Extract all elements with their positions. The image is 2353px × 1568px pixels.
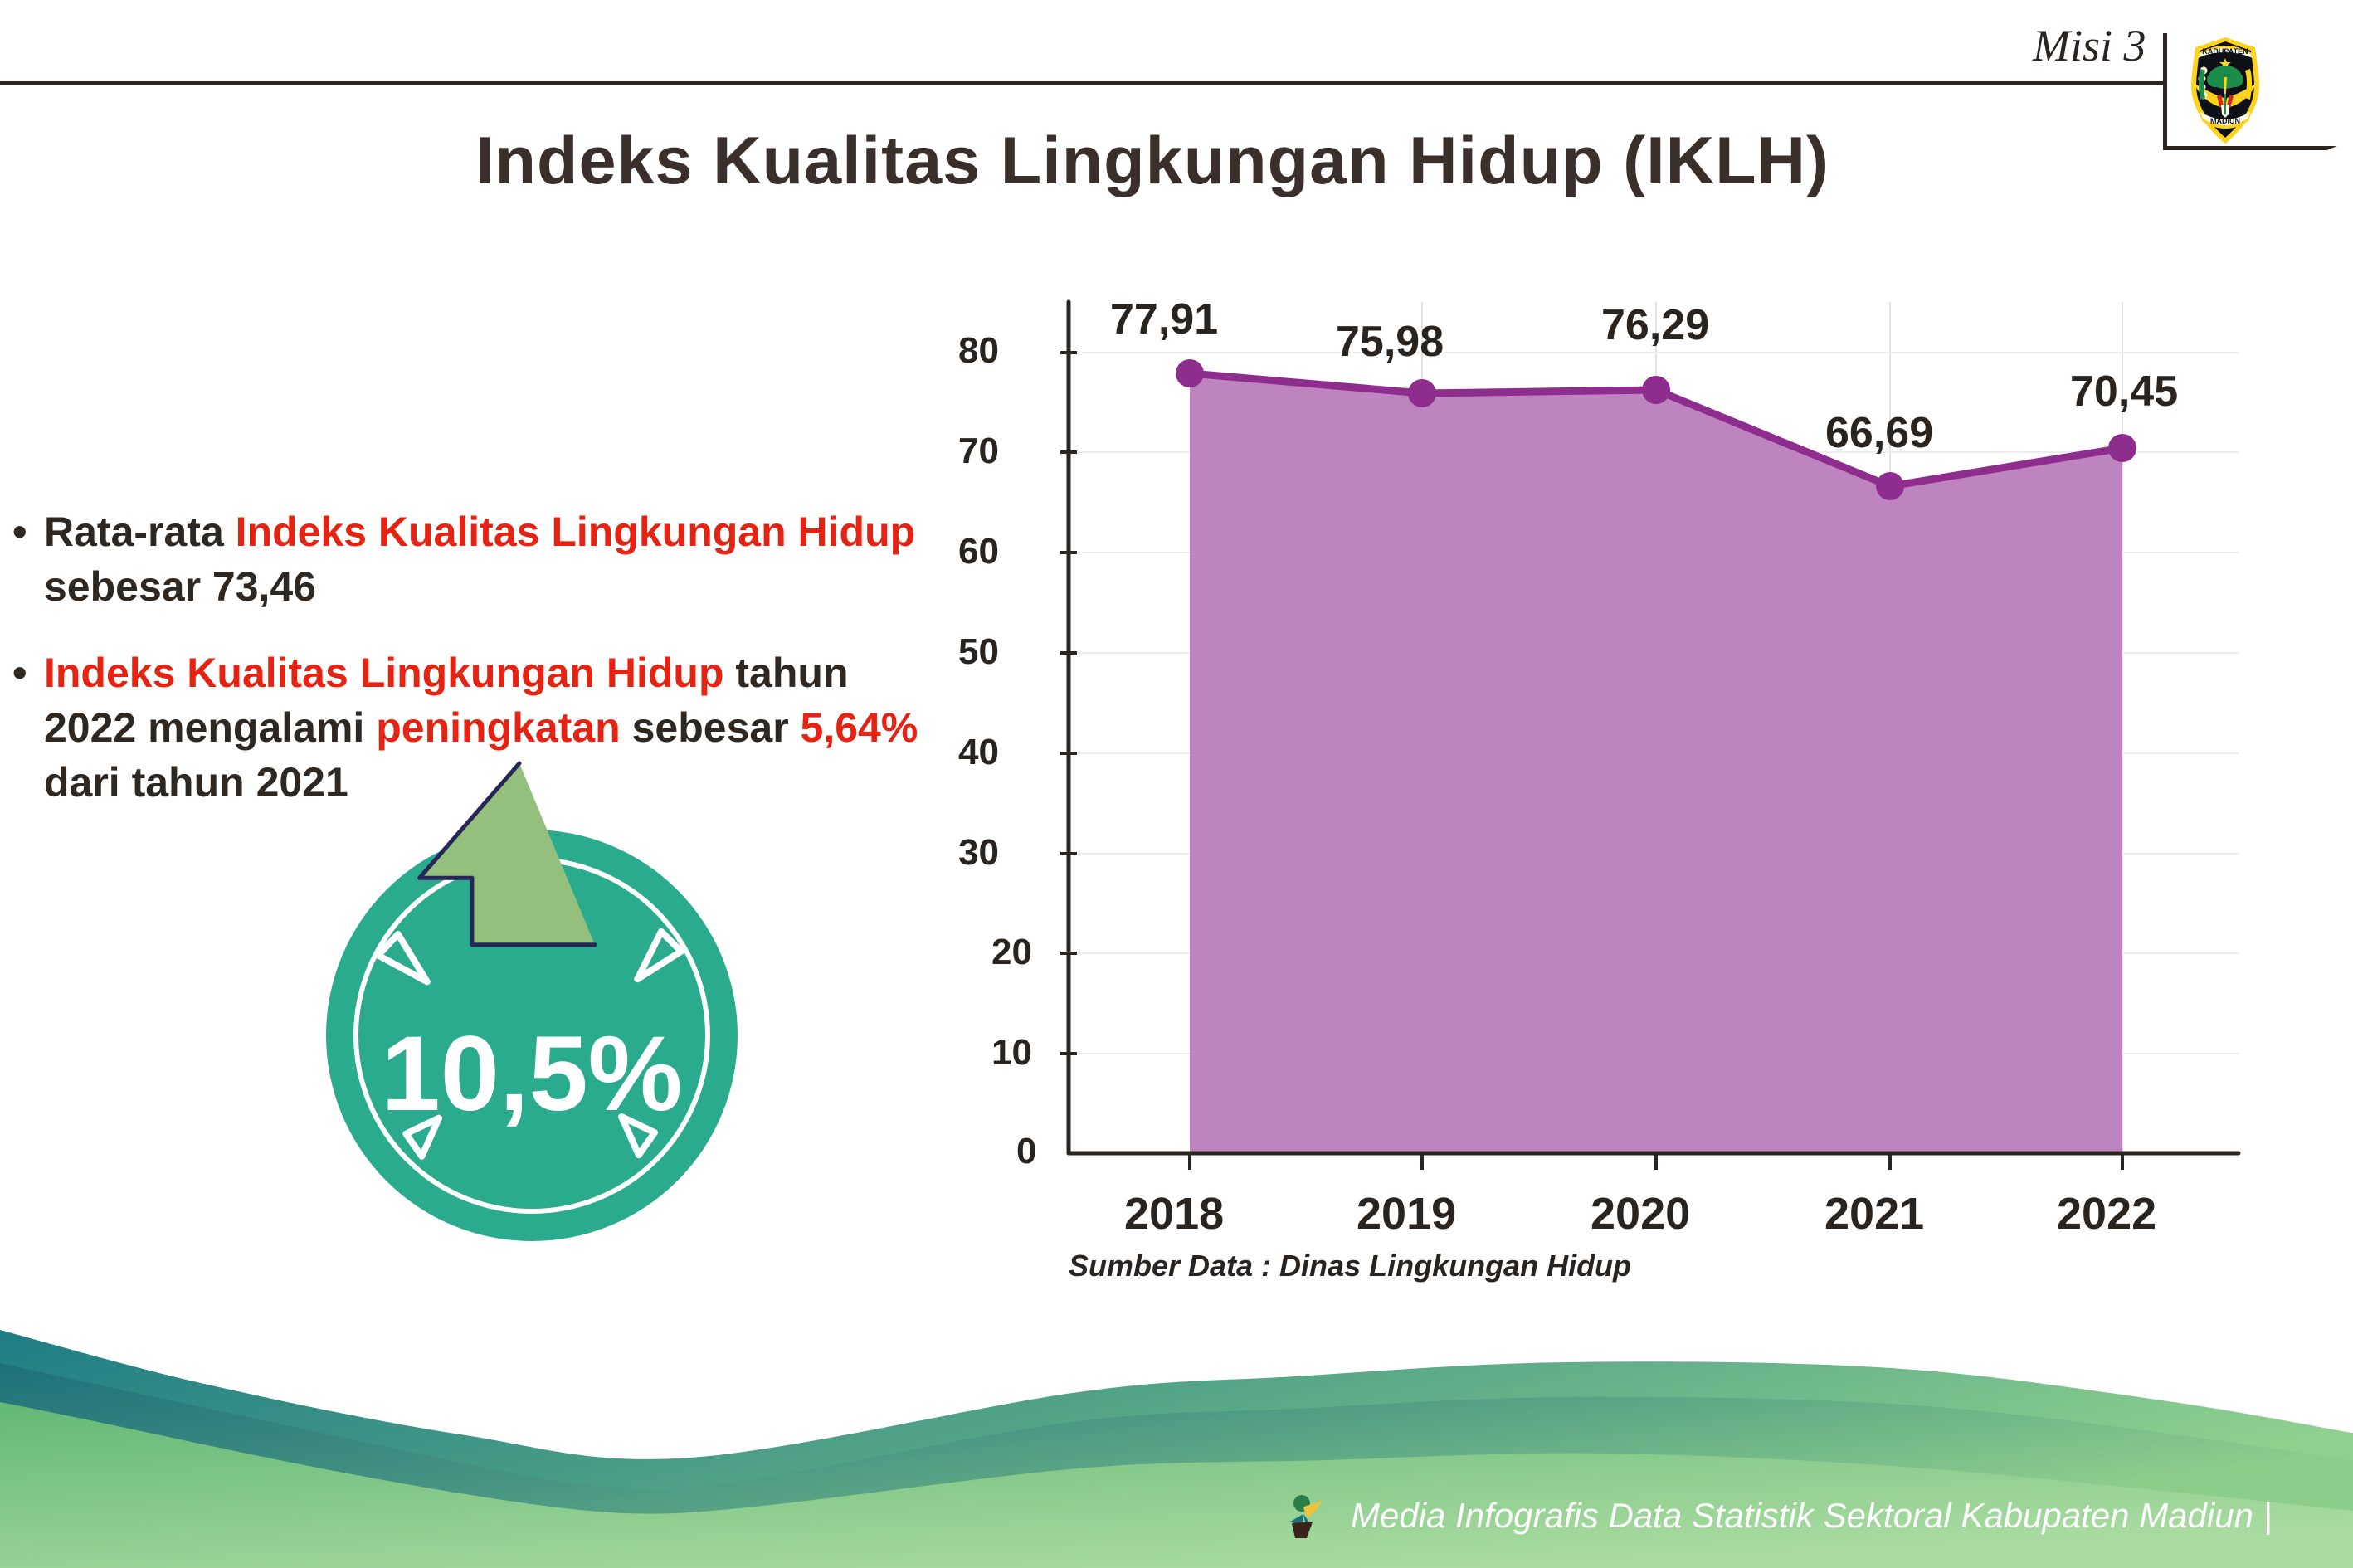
svg-text:10,5%: 10,5% <box>382 1015 683 1133</box>
